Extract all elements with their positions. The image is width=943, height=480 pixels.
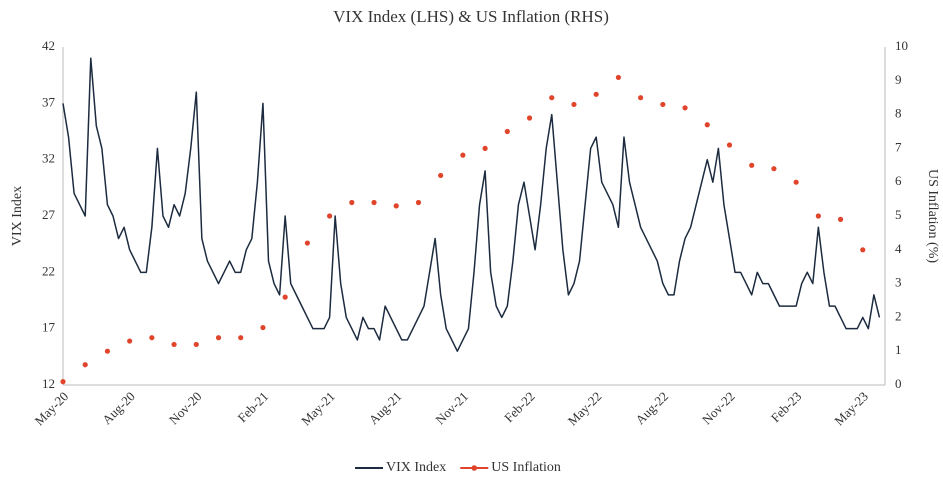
y2-tick-label: 0 (895, 376, 902, 391)
inflation-point (349, 199, 355, 206)
y-tick-label: 37 (42, 94, 56, 109)
y-tick-label: 22 (42, 263, 55, 278)
vix-line (62, 57, 881, 352)
inflation-point (815, 213, 821, 219)
y2-tick-label: 2 (895, 308, 902, 323)
inflation-point (326, 213, 333, 219)
x-tick-label: Aug-21 (366, 389, 405, 428)
y-tick-label: 27 (42, 207, 56, 222)
x-tick-label: May-22 (565, 389, 605, 429)
inflation-point (393, 203, 399, 209)
y2-tick-label: 3 (895, 275, 902, 290)
x-tick-label: May-23 (831, 389, 871, 429)
y2-tick-label: 6 (895, 173, 902, 188)
inflation-point (526, 115, 533, 121)
inflation-point (704, 122, 710, 128)
x-tick-label: Aug-20 (99, 389, 138, 428)
inflation-point (793, 179, 799, 185)
inflation-point (60, 379, 66, 385)
inflation-point (571, 101, 577, 108)
x-tick-label: Aug-22 (632, 389, 671, 428)
inflation-point (104, 348, 111, 354)
x-tick-label: Nov-22 (699, 389, 738, 428)
y2-tick-label: 5 (895, 207, 902, 222)
y2-tick-label: 4 (895, 241, 902, 256)
inflation-point (127, 338, 133, 344)
inflation-point (593, 91, 599, 97)
legend-label: VIX Index (386, 460, 446, 475)
inflation-point (549, 95, 555, 101)
inflation-point (193, 341, 199, 348)
inflation-point (171, 341, 177, 348)
inflation-point (660, 101, 666, 108)
y2-tick-label: 8 (895, 106, 902, 121)
y-axis-label: VIX Index (10, 186, 25, 246)
inflation-point (260, 324, 266, 331)
x-tick-label: May-20 (32, 389, 72, 429)
inflation-point (615, 74, 622, 81)
inflation-point (82, 362, 88, 368)
y-tick-label: 42 (42, 38, 55, 53)
inflation-point (149, 335, 155, 341)
inflation-point (504, 128, 510, 135)
y-tick-label: 12 (42, 376, 55, 391)
inflation-point (304, 240, 310, 246)
inflation-point (682, 105, 688, 111)
x-tick-label: Feb-23 (768, 389, 805, 426)
inflation-point (238, 335, 244, 341)
inflation-point (460, 152, 466, 158)
legend-marker (471, 465, 478, 471)
y-tick-label: 17 (42, 320, 56, 335)
y-tick-label: 32 (42, 151, 55, 166)
inflation-point (726, 142, 733, 148)
inflation-point (215, 335, 222, 341)
chart-title: VIX Index (LHS) & US Inflation (RHS) (333, 7, 609, 26)
inflation-point (837, 216, 844, 222)
y2-axis-label: US Inflation (%) (925, 169, 940, 263)
inflation-point (482, 145, 488, 151)
inflation-point (638, 95, 644, 101)
x-tick-label: Nov-21 (432, 389, 471, 428)
x-tick-label: Feb-22 (501, 389, 538, 426)
legend-label: US Inflation (491, 460, 561, 475)
y2-tick-label: 10 (895, 38, 908, 53)
y2-tick-label: 9 (895, 72, 902, 87)
inflation-point (282, 294, 288, 300)
inflation-point (860, 247, 866, 253)
y2-tick-label: 7 (895, 139, 902, 154)
x-tick-label: Nov-20 (166, 389, 205, 428)
inflation-point (371, 199, 377, 206)
inflation-point (771, 166, 777, 172)
x-tick-label: Feb-21 (235, 389, 272, 426)
inflation-point (749, 162, 755, 168)
inflation-point (415, 199, 422, 206)
x-tick-label: May-21 (298, 389, 338, 429)
inflation-point (438, 172, 444, 179)
y2-tick-label: 1 (895, 342, 902, 357)
